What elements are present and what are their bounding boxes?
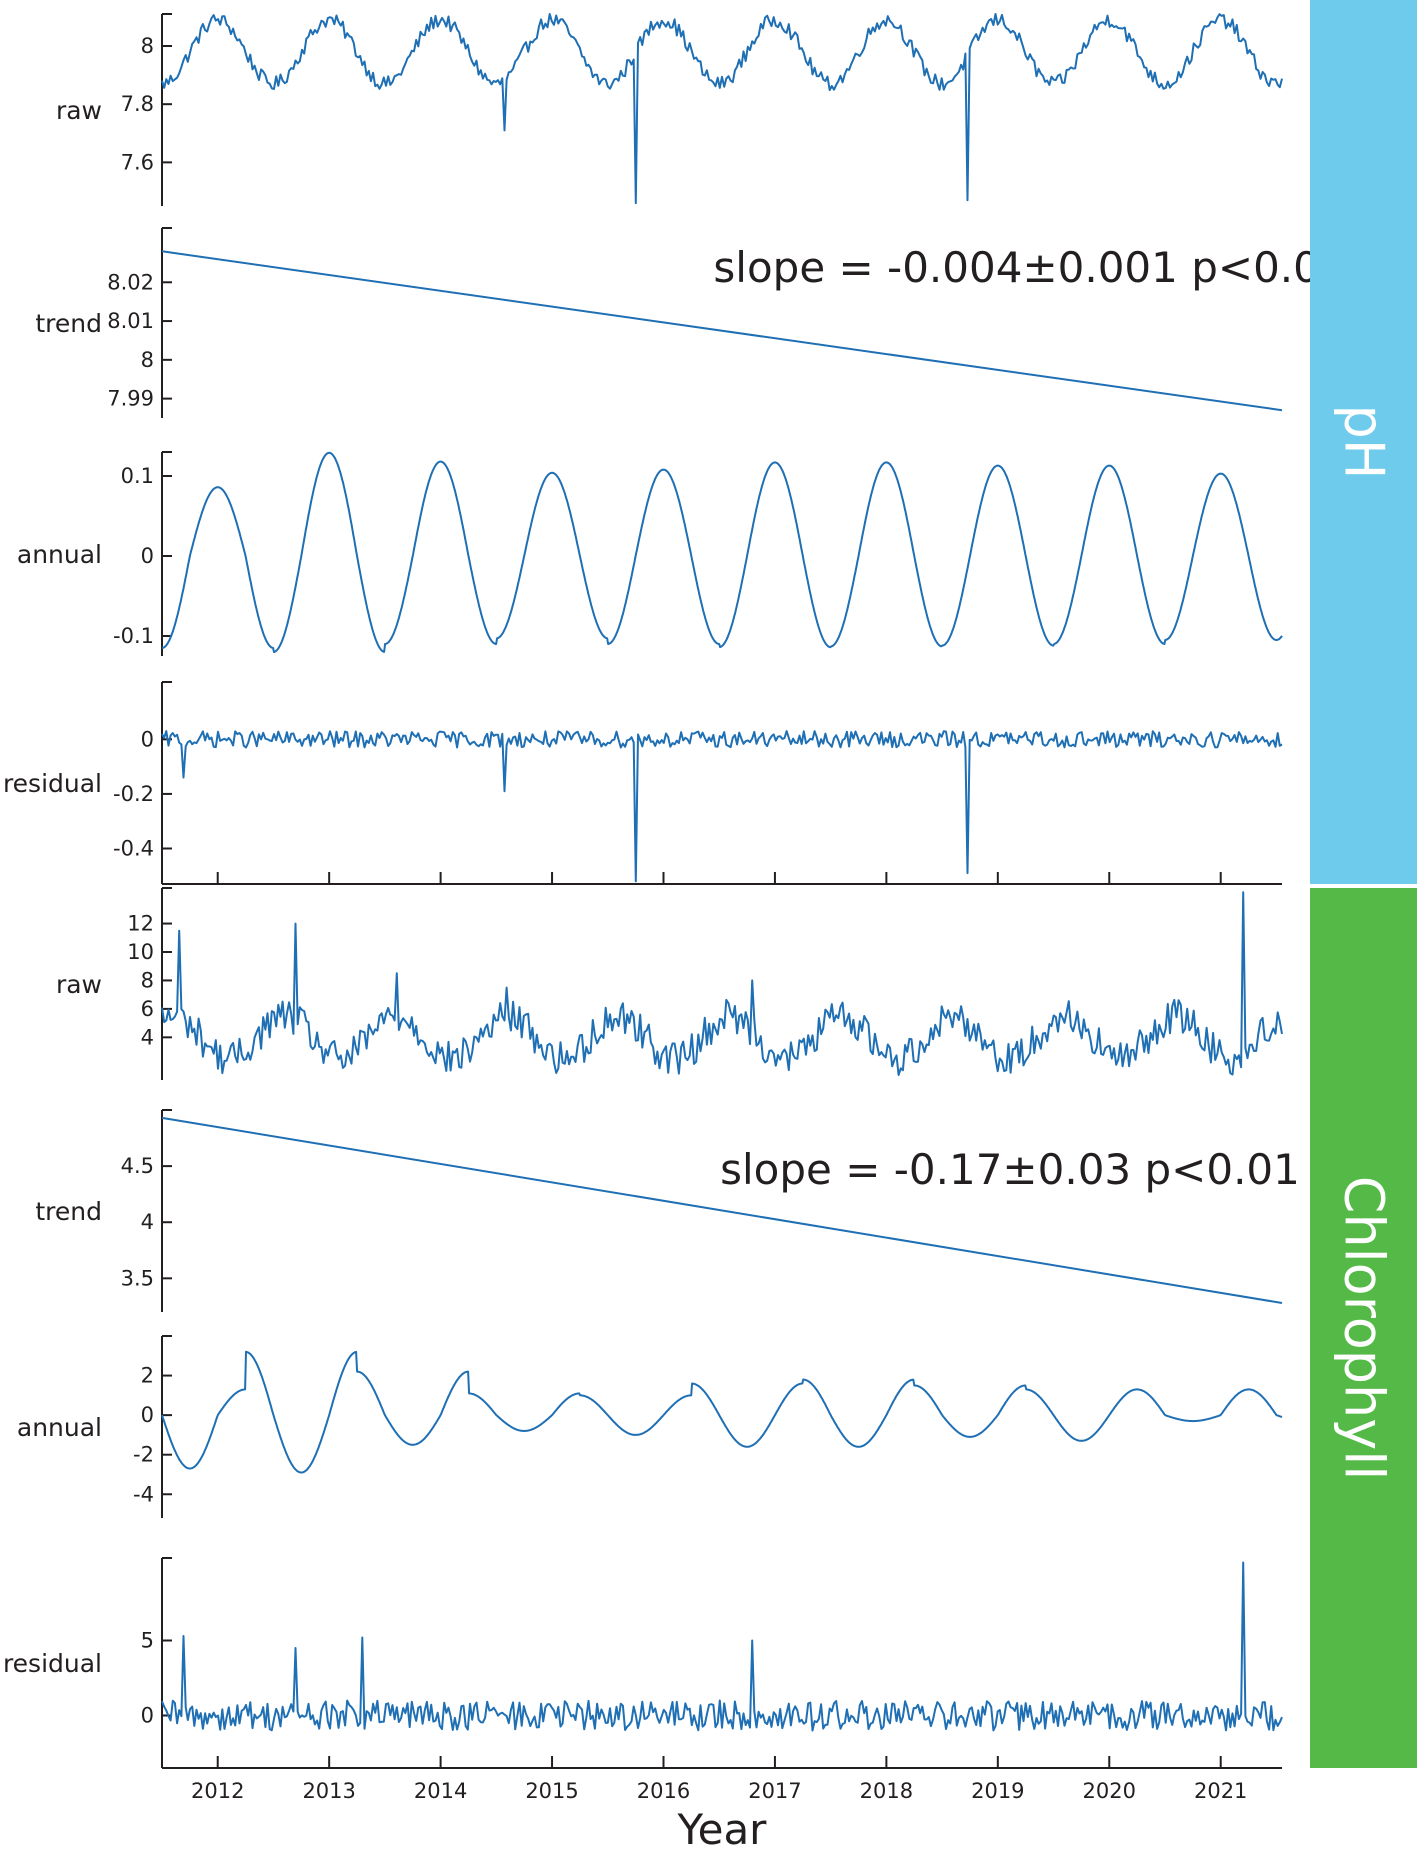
y-axis-label: residual [3, 1649, 102, 1678]
x-axis-label: Year [677, 1805, 768, 1854]
series-line [161, 451, 1283, 653]
y-tick-label: -2 [133, 1443, 154, 1467]
series-line [161, 1116, 1283, 1304]
y-axis-label: raw [56, 970, 102, 999]
y-tick-label: 4.5 [121, 1154, 154, 1178]
y-tick-label: -0.2 [113, 782, 154, 806]
ph-band: pH [1310, 0, 1417, 884]
slope-annotation: slope = -0.004±0.001 p<0.01 [713, 243, 1346, 292]
y-tick-label: 8.01 [107, 309, 154, 333]
y-tick-label: 10 [127, 940, 154, 964]
slope-annotation: slope = -0.17±0.03 p<0.01 [720, 1145, 1300, 1194]
y-tick-label: 0.1 [121, 464, 154, 488]
y-axis-label: annual [17, 540, 102, 569]
y-tick-label: 6 [141, 997, 154, 1021]
ph-band-label: pH [1332, 404, 1395, 480]
x-tick-label: 2015 [525, 1779, 578, 1803]
y-axis-label: raw [56, 96, 102, 125]
chlorophyll-band-label: Chlorophyll [1332, 1175, 1395, 1481]
y-tick-label: 4 [141, 1210, 154, 1234]
y-tick-label: -4 [133, 1482, 154, 1506]
y-axis-label: trend [35, 309, 102, 338]
y-tick-label: 7.6 [121, 150, 154, 174]
y-tick-label: 8 [141, 968, 154, 992]
y-tick-label: 5 [141, 1629, 154, 1653]
x-tick-label: 2018 [860, 1779, 913, 1803]
y-tick-label: 0 [141, 1403, 154, 1427]
y-axis-label: annual [17, 1413, 102, 1442]
y-tick-label: 7.99 [107, 387, 154, 411]
y-tick-label: 8.02 [107, 270, 154, 294]
y-tick-label: 0 [141, 544, 154, 568]
chlorophyll-band: Chlorophyll [1310, 888, 1417, 1768]
series-line [161, 730, 1283, 883]
y-tick-label: 2 [141, 1364, 154, 1388]
series-line [161, 891, 1283, 1076]
x-tick-label: 2012 [191, 1779, 244, 1803]
x-tick-label: 2016 [637, 1779, 690, 1803]
x-tick-label: 2017 [748, 1779, 801, 1803]
y-tick-label: -0.1 [113, 624, 154, 648]
y-tick-label: 7.8 [121, 92, 154, 116]
x-tick-label: 2020 [1083, 1779, 1136, 1803]
y-tick-label: 3.5 [121, 1266, 154, 1290]
y-tick-label: 8 [141, 34, 154, 58]
y-tick-label: 0 [141, 1704, 154, 1728]
y-axis-label: trend [35, 1197, 102, 1226]
x-tick-label: 2014 [414, 1779, 467, 1803]
x-tick-label: 2019 [971, 1779, 1024, 1803]
y-axis-label: residual [3, 769, 102, 798]
x-tick-label: 2013 [302, 1779, 355, 1803]
series-line [161, 13, 1283, 205]
y-tick-label: 4 [141, 1025, 154, 1049]
series-line [161, 1350, 1283, 1474]
x-tick-label: 2021 [1194, 1779, 1247, 1803]
series-line [161, 1561, 1283, 1732]
y-tick-label: 8 [141, 348, 154, 372]
y-tick-label: 12 [127, 912, 154, 936]
series-line [161, 250, 1283, 412]
y-tick-label: 0 [141, 727, 154, 751]
y-tick-label: -0.4 [113, 837, 154, 861]
